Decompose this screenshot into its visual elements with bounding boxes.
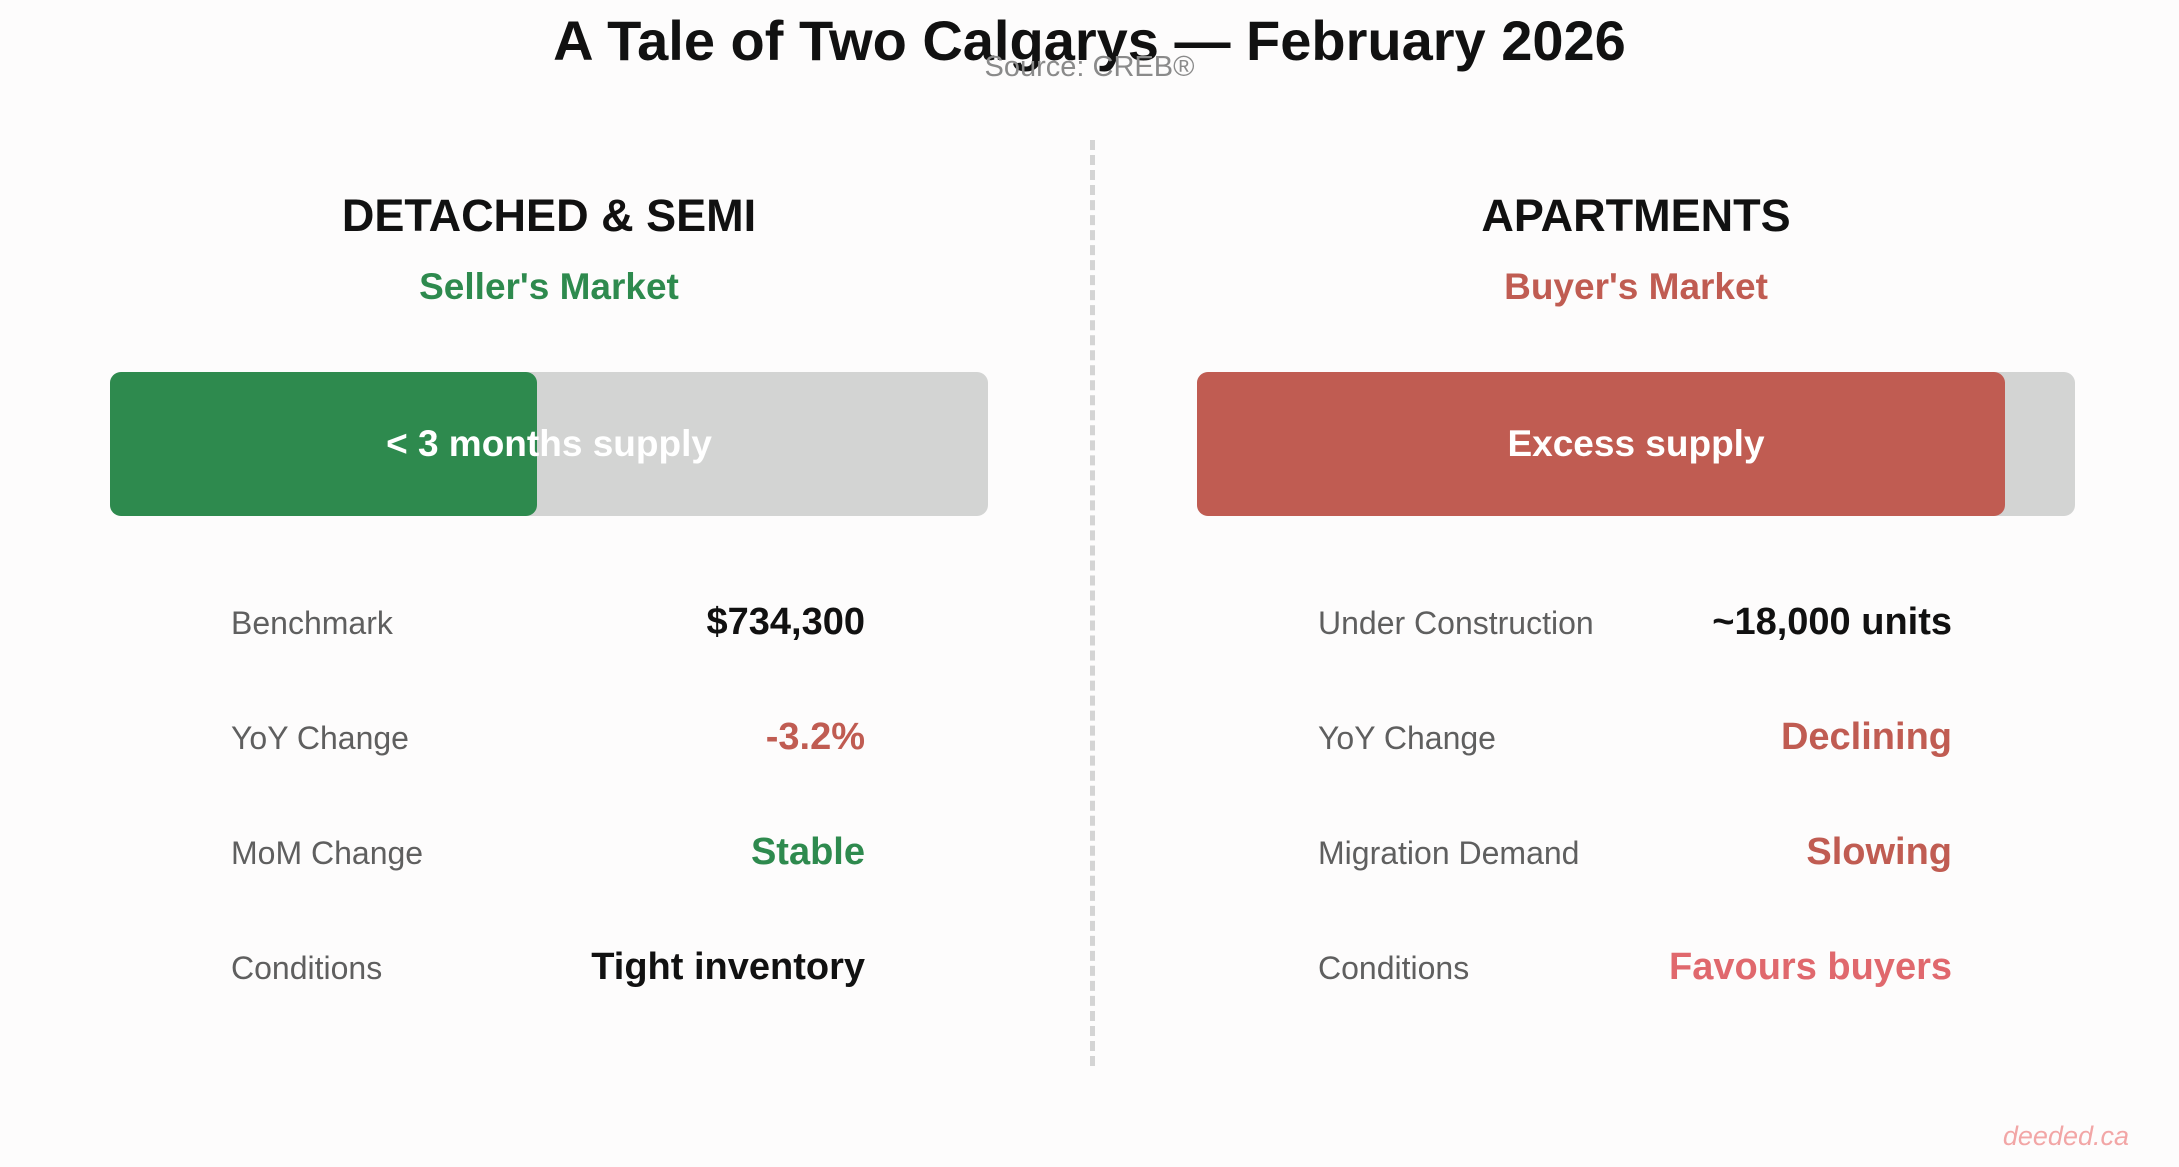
market-status: Seller's Market [419,266,679,307]
metrics-table: Under Construction ~18,000 units YoY Cha… [1318,593,1952,1053]
supply-bar-label: < 3 months supply [386,423,712,464]
metric-row: YoY Change Declining [1318,708,1952,823]
metric-value: Declining [1780,716,1952,758]
metric-row: Conditions Favours buyers [1318,938,1952,1053]
metric-value: Slowing [1806,831,1952,873]
metric-label: Conditions [231,950,383,986]
segment-title: APARTMENTS [1481,190,1791,241]
supply-bar-label: Excess supply [1507,423,1765,464]
metric-label: Under Construction [1318,605,1594,641]
metric-label: Migration Demand [1318,835,1580,871]
supply-bar-fill [110,372,537,516]
segment-title: DETACHED & SEMI [341,190,757,241]
supply-bar-track: < 3 months supply [110,372,988,516]
metric-label: YoY Change [1318,720,1496,756]
metric-label: Conditions [1318,950,1470,986]
metric-value: -3.2% [765,716,865,758]
metric-value: ~18,000 units [1712,601,1952,643]
metric-value: Stable [750,831,865,873]
detached-semi-panel: DETACHED & SEMI Seller's Market < 3 mont… [110,0,988,1167]
panel-divider [1090,140,1095,1066]
metrics-table: Benchmark $734,300 YoY Change -3.2% MoM … [231,593,865,1053]
supply-bar-track: Excess supply [1197,372,2075,516]
market-status: Buyer's Market [1504,266,1768,307]
source-note: Source: CREB® [984,51,1195,83]
metric-label: YoY Change [231,720,409,756]
metric-row: Under Construction ~18,000 units [1318,593,1952,708]
metric-value: Favours buyers [1669,946,1952,988]
apartments-panel: APARTMENTS Buyer's Market Excess supply … [1197,0,2075,1167]
metric-row: Migration Demand Slowing [1318,823,1952,938]
metric-value: Tight inventory [591,946,865,988]
supply-bar-fill [1197,372,2005,516]
metric-row: MoM Change Stable [231,823,865,938]
metric-row: Benchmark $734,300 [231,593,865,708]
watermark: deeded.ca [2002,1121,2129,1151]
metric-value: $734,300 [706,601,866,643]
metric-row: YoY Change -3.2% [231,708,865,823]
metric-label: Benchmark [231,605,393,641]
metric-row: Conditions Tight inventory [231,938,865,1053]
metric-label: MoM Change [231,835,424,871]
chart-title: A Tale of Two Calgarys — February 2026 [553,9,1626,72]
